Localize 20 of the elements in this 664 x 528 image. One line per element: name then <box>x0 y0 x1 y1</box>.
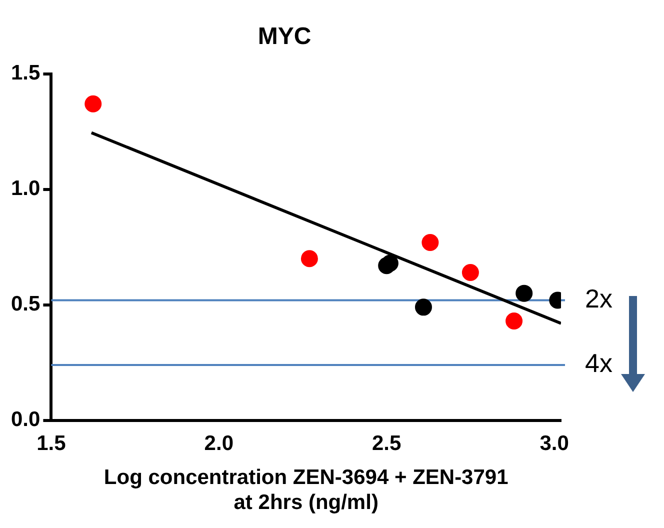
point <box>84 95 102 112</box>
chart-title: MYC <box>258 23 312 50</box>
x-axis-title: Log concentration ZEN-3694 + ZEN-3791 at 2hrs (ng/ml) <box>104 466 509 514</box>
x-tick-label: 1.5 <box>36 432 66 455</box>
y-tick-label: 0.0 <box>10 408 40 432</box>
y-tick-label: 0.5 <box>10 292 41 316</box>
point <box>462 264 479 282</box>
y-tick-label: 1.0 <box>10 177 40 200</box>
ref-line-label: 2x <box>585 283 612 314</box>
point <box>516 284 533 302</box>
y-tick-label: 1.5 <box>10 62 41 85</box>
ref-line-label: 4x <box>585 348 612 378</box>
point <box>422 234 439 251</box>
point <box>506 312 523 330</box>
x-tick-label: 2.0 <box>204 432 234 455</box>
point <box>414 298 432 316</box>
x-tick-label: 2.5 <box>372 432 402 455</box>
x-tick-label: 3.0 <box>540 432 569 455</box>
point <box>381 254 398 272</box>
point <box>300 250 318 268</box>
